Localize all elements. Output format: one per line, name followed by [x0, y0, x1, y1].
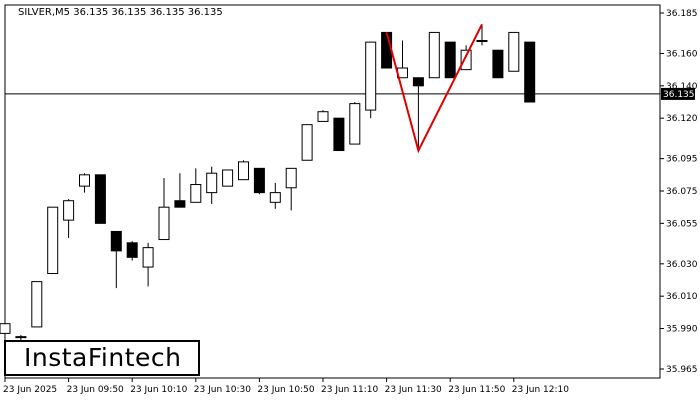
- bull-candle-body: [47, 206, 59, 275]
- bear-candle-body: [253, 167, 265, 194]
- bull-candle-body: [508, 31, 520, 72]
- x-tick-label: 23 Jun 10:30: [194, 385, 251, 395]
- bear-candle-body: [492, 49, 504, 79]
- candle: [79, 173, 90, 193]
- candle: [349, 102, 361, 145]
- candle: [524, 41, 536, 103]
- bear-candle-body: [94, 174, 106, 224]
- x-tick-label: 23 Jun 11:10: [321, 385, 378, 395]
- candle: [428, 31, 440, 79]
- y-tick-label: 36.140: [666, 82, 698, 92]
- bull-candle-body: [79, 174, 90, 187]
- x-tick-label: 23 Jun 10:10: [130, 385, 187, 395]
- candle: [158, 178, 170, 241]
- bull-candle-body: [158, 206, 170, 241]
- bear-candle-body: [126, 242, 138, 258]
- x-tick-label: 23 Jun 09:50: [67, 385, 124, 395]
- bull-candle-body: [317, 111, 329, 122]
- candle: [285, 167, 297, 211]
- candle: [222, 169, 234, 187]
- bull-candle-body: [142, 247, 154, 268]
- candle: [63, 199, 75, 238]
- y-tick-label: 36.010: [666, 292, 698, 302]
- bear-candle-body: [174, 200, 186, 208]
- candle: [381, 31, 393, 69]
- bull-candle-body: [349, 103, 361, 145]
- bull-candle-body: [190, 184, 202, 203]
- y-tick-label: 36.030: [666, 260, 698, 270]
- candle: [269, 182, 281, 209]
- bull-candle-body: [365, 41, 377, 111]
- candle: [126, 241, 138, 261]
- y-tick-label: 36.185: [666, 9, 698, 19]
- y-tick-label: 35.965: [666, 365, 698, 375]
- bull-candle-body: [460, 49, 472, 71]
- y-tick-label: 36.160: [666, 49, 698, 59]
- chart-header: SILVER,M5 36.135 36.135 36.135 36.135: [18, 7, 223, 18]
- bull-candle-body: [238, 161, 249, 181]
- x-tick-label: 23 Jun 11:50: [448, 385, 505, 395]
- bull-candle-body: [269, 192, 281, 203]
- bear-candle-body: [524, 41, 536, 103]
- y-tick-label: 36.120: [666, 114, 698, 124]
- instafintech-logo: InstaFintech: [4, 340, 200, 376]
- bull-candle-body: [428, 31, 440, 79]
- candle: [301, 124, 313, 161]
- bull-candle-body: [476, 40, 488, 43]
- pattern-line: [385, 23, 483, 154]
- x-tick-label: 23 Jun 2025: [3, 385, 57, 395]
- candle: [412, 77, 424, 151]
- candle: [317, 110, 329, 122]
- candle: [31, 281, 43, 328]
- candle: [476, 24, 488, 46]
- x-tick-label: 23 Jun 12:10: [512, 385, 569, 395]
- bull-candle-body: [222, 169, 234, 187]
- candle: [253, 167, 265, 195]
- candle: [142, 242, 154, 287]
- candles: [0, 24, 536, 348]
- bear-candle-body: [381, 31, 393, 69]
- bear-candle-body: [444, 41, 456, 79]
- time-axis: 23 Jun 2025 23 Jun 09:50 23 Jun 10:10 23 Ju…: [3, 378, 569, 395]
- candle: [238, 160, 249, 181]
- current-price-label: 36.135: [663, 90, 695, 100]
- candle: [365, 41, 377, 119]
- bull-candle-body: [301, 124, 313, 161]
- candle: [206, 166, 218, 204]
- candle: [174, 173, 186, 208]
- bear-candle-body: [333, 117, 345, 152]
- bull-candle-body: [63, 200, 75, 221]
- bear-candle-body: [110, 230, 122, 252]
- current-price-tag: 36.135: [661, 87, 695, 100]
- bull-candle-body: [0, 323, 11, 334]
- x-tick-label: 23 Jun 11:30: [385, 385, 442, 395]
- candle: [508, 31, 520, 72]
- candle: [444, 41, 456, 79]
- x-tick-label: 23 Jun 10:50: [257, 385, 314, 395]
- price-axis: 36.185 36.160 36.140 36.120 36.095 36.075 36.0…: [660, 9, 698, 375]
- candle: [492, 49, 504, 79]
- y-tick-label: 36.075: [666, 187, 698, 197]
- bull-candle-body: [15, 336, 27, 339]
- plot-frame: [4, 4, 661, 379]
- candle: [110, 230, 122, 289]
- y-tick-label: 36.055: [666, 219, 698, 229]
- candle: [333, 117, 345, 152]
- candle: [190, 168, 202, 203]
- bull-candle-body: [285, 167, 297, 189]
- bull-candle-body: [206, 172, 218, 194]
- candle: [47, 206, 59, 275]
- current-price-tag-bg: [661, 87, 695, 100]
- bear-candle-body: [412, 77, 424, 87]
- bull-candle-body: [31, 281, 43, 328]
- y-tick-label: 35.990: [666, 325, 698, 335]
- y-tick-label: 36.095: [666, 155, 698, 165]
- candle: [94, 174, 106, 224]
